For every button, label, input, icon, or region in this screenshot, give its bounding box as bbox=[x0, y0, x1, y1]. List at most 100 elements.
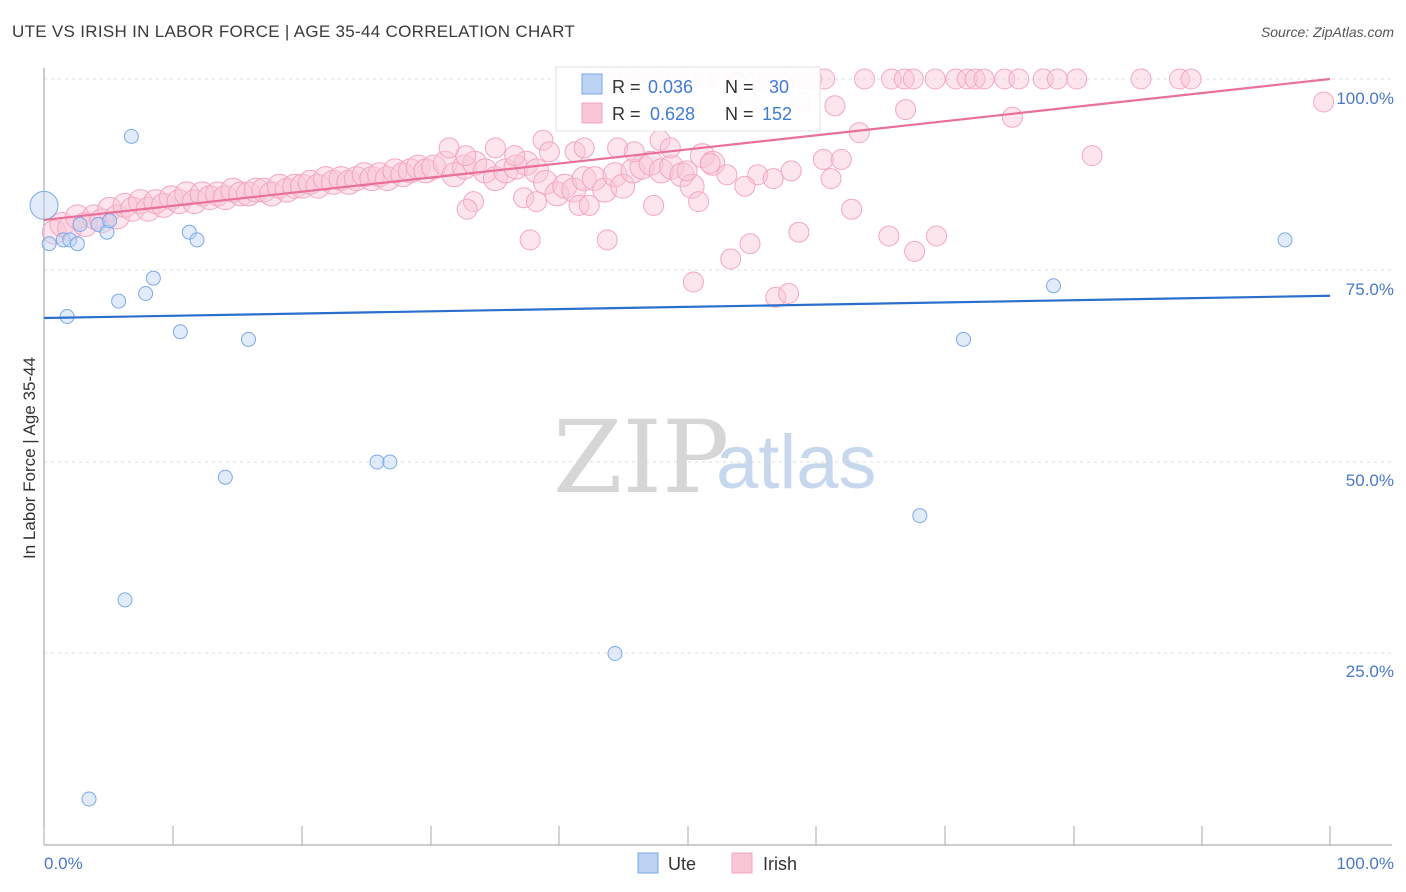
ute-point bbox=[55, 232, 71, 248]
irish-point bbox=[638, 150, 664, 176]
irish-point bbox=[532, 129, 554, 151]
watermark: ZIP atlas bbox=[553, 399, 877, 516]
x-tick-labels: 0.0% 100.0% bbox=[44, 854, 1394, 873]
y-tick-label-100: 100.0% bbox=[1336, 89, 1394, 108]
irish-point bbox=[1008, 68, 1030, 90]
ute-trend-line bbox=[43, 294, 1331, 320]
irish-n-label: N = bbox=[725, 104, 754, 124]
ute-point bbox=[69, 236, 85, 252]
irish-point bbox=[544, 181, 570, 207]
ute-r-label: R = bbox=[612, 77, 641, 97]
ute-point bbox=[607, 646, 623, 661]
irish-point bbox=[734, 175, 756, 197]
irish-point bbox=[97, 196, 123, 222]
irish-point bbox=[762, 168, 784, 190]
y-tick-labels: 100.0% 75.0% 50.0% 25.0% bbox=[1336, 89, 1394, 681]
irish-point bbox=[788, 221, 810, 243]
ute-point bbox=[117, 592, 133, 608]
irish-point bbox=[538, 141, 560, 163]
ute-point bbox=[382, 454, 398, 470]
ute-point bbox=[145, 270, 161, 286]
irish-point bbox=[236, 181, 261, 207]
irish-point bbox=[484, 137, 506, 159]
irish-point bbox=[455, 145, 477, 167]
irish-point bbox=[924, 68, 946, 90]
ute-point bbox=[29, 190, 59, 220]
stats-legend-box: R = 0.036 N = 30 R = 0.628 N = 152 bbox=[555, 66, 821, 132]
legend-ute-label: Ute bbox=[668, 854, 696, 874]
watermark-atlas: atlas bbox=[716, 420, 877, 505]
irish-n-value: 152 bbox=[762, 104, 792, 124]
irish-point bbox=[854, 68, 875, 90]
legend-irish-label: Irish bbox=[763, 854, 797, 874]
source-credit: Source: ZipAtlas.com bbox=[1260, 24, 1394, 40]
irish-r-value: 0.628 bbox=[650, 104, 695, 124]
irish-point bbox=[659, 137, 681, 159]
irish-point bbox=[926, 225, 947, 247]
irish-point bbox=[739, 233, 761, 255]
irish-point bbox=[878, 225, 900, 247]
irish-point bbox=[519, 229, 541, 251]
y-tick-label-50: 50.0% bbox=[1346, 471, 1394, 490]
ute-point bbox=[138, 286, 154, 301]
irish-point bbox=[504, 145, 526, 167]
irish-point bbox=[676, 160, 698, 182]
ute-point bbox=[369, 454, 385, 470]
legend-irish-swatch bbox=[731, 852, 753, 874]
irish-point bbox=[902, 68, 924, 90]
irish-point bbox=[720, 248, 742, 270]
irish-point bbox=[1180, 68, 1202, 90]
ute-point bbox=[111, 293, 127, 309]
irish-point bbox=[841, 198, 863, 220]
irish-point bbox=[848, 122, 870, 144]
irish-point bbox=[964, 68, 986, 90]
irish-point bbox=[81, 204, 107, 230]
ute-point bbox=[123, 128, 139, 144]
ute-point bbox=[72, 217, 88, 232]
ute-point bbox=[172, 324, 188, 340]
irish-point bbox=[166, 189, 192, 215]
irish-point bbox=[374, 166, 400, 192]
irish-point bbox=[1081, 145, 1103, 167]
irish-point bbox=[893, 68, 915, 90]
irish-point bbox=[812, 148, 834, 170]
irish-point bbox=[716, 164, 738, 186]
ute-point bbox=[1277, 232, 1293, 248]
irish-point bbox=[648, 158, 674, 184]
irish-point bbox=[526, 191, 547, 213]
y-tick-label-25: 25.0% bbox=[1346, 662, 1394, 681]
irish-trend-line bbox=[43, 77, 1331, 222]
irish-point bbox=[578, 194, 600, 216]
series-legend: Ute Irish bbox=[637, 852, 797, 874]
irish-point bbox=[1066, 68, 1088, 90]
irish-point bbox=[973, 68, 995, 90]
irish-point bbox=[1046, 68, 1068, 90]
ute-point bbox=[217, 469, 233, 485]
irish-point bbox=[780, 160, 802, 182]
ute-point bbox=[181, 224, 197, 240]
x-tick-label-min: 0.0% bbox=[44, 854, 83, 873]
irish-point bbox=[274, 177, 300, 203]
irish-point bbox=[513, 150, 539, 176]
irish-point bbox=[513, 187, 535, 209]
irish-point bbox=[904, 240, 926, 262]
legend-ute-swatch bbox=[637, 852, 659, 874]
ute-point bbox=[62, 232, 78, 248]
ute-point bbox=[241, 331, 256, 347]
irish-point bbox=[220, 177, 246, 203]
ute-point bbox=[912, 508, 928, 524]
irish-point bbox=[956, 68, 978, 90]
irish-point bbox=[824, 95, 846, 117]
ute-point bbox=[956, 331, 971, 347]
x-ticks bbox=[43, 826, 1331, 845]
watermark-zip: ZIP bbox=[553, 399, 729, 516]
irish-point bbox=[297, 169, 323, 195]
chart-title: UTE VS IRISH IN LABOR FORCE | AGE 35-44 … bbox=[12, 22, 576, 41]
irish-point bbox=[610, 173, 636, 199]
ute-swatch bbox=[581, 73, 603, 95]
ute-point bbox=[102, 213, 118, 229]
trend-lines bbox=[43, 77, 1331, 320]
irish-point bbox=[820, 168, 842, 190]
irish-point bbox=[571, 166, 597, 192]
